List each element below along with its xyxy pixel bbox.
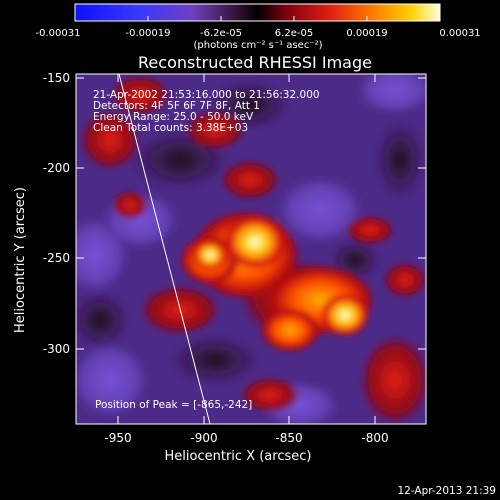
x-tick-label: -800 bbox=[361, 431, 388, 445]
plot-title: Reconstructed RHESSI Image bbox=[138, 53, 372, 72]
colorbar bbox=[74, 3, 441, 22]
y-axis-ticks bbox=[76, 77, 426, 350]
colorbar-tick-label: -6.2e-05 bbox=[200, 28, 242, 39]
x-tick-label: -850 bbox=[275, 431, 302, 445]
y-axis-label: Heliocentric Y (arcsec) bbox=[13, 187, 28, 333]
plot-timestamp: 12-Apr-2013 21:39 bbox=[397, 485, 496, 497]
info-time-range: 21-Apr-2002 21:53:16.000 to 21:56:32.000 bbox=[93, 89, 320, 101]
info-energy-range: Energy Range: 25.0 - 50.0 keV bbox=[93, 111, 254, 123]
rhessi-image bbox=[76, 74, 426, 424]
x-axis-label: Heliocentric X (arcsec) bbox=[165, 449, 312, 464]
x-axis-ticks bbox=[117, 74, 376, 424]
info-detectors: Detectors: 4F 5F 6F 7F 8F, Att 1 bbox=[93, 100, 260, 112]
colorbar-tick-label: 6.2e-05 bbox=[275, 28, 313, 39]
y-tick-label: -250 bbox=[43, 251, 70, 265]
y-tick-label: -200 bbox=[43, 161, 70, 175]
colorbar-tick-label: 0.00019 bbox=[346, 28, 387, 39]
x-tick-label: -950 bbox=[104, 431, 131, 445]
colorbar-units-label: (photons cm⁻² s⁻¹ asec⁻²) bbox=[193, 40, 322, 51]
colorbar-ticks bbox=[74, 16, 441, 21]
solar-limb-line bbox=[118, 74, 211, 424]
x-tick-label: -900 bbox=[190, 431, 217, 445]
y-tick-label: -150 bbox=[43, 71, 70, 85]
peak-position-label: Position of Peak = [-865,-242] bbox=[95, 399, 252, 411]
plot-frame bbox=[75, 73, 427, 425]
colorbar-tick-label: 0.00031 bbox=[439, 28, 480, 39]
colorbar-tick-label: -0.00031 bbox=[36, 28, 81, 39]
info-counts: Clean Total counts: 3.38E+03 bbox=[93, 122, 248, 134]
info-block: 21-Apr-2002 21:53:16.000 to 21:56:32.000… bbox=[93, 89, 320, 134]
colorbar-tick-label: -0.00019 bbox=[126, 28, 171, 39]
y-tick-label: -300 bbox=[43, 342, 70, 356]
